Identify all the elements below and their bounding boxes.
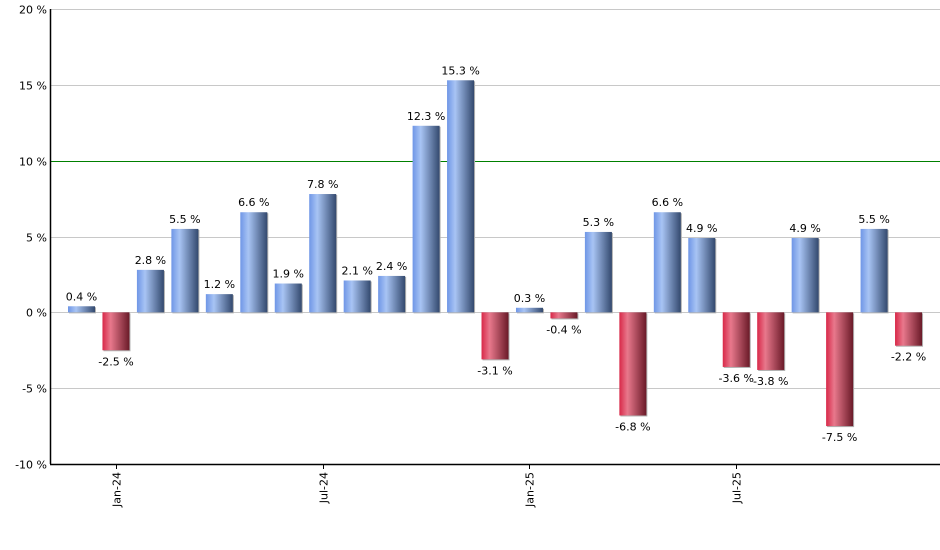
x-tick-label: Jul-24 [318, 472, 331, 504]
bar [619, 312, 647, 416]
value-label: -7.5 % [822, 431, 857, 444]
bar [791, 238, 819, 313]
value-label: 6.6 % [652, 196, 683, 209]
x-tick-label: Jan-25 [524, 472, 537, 508]
bar [515, 307, 543, 313]
value-label: 12.3 % [407, 110, 445, 123]
bar [550, 312, 578, 319]
y-tick-label: -10 % [15, 459, 47, 472]
bar [757, 312, 785, 370]
bar [205, 294, 233, 313]
bar [136, 269, 164, 313]
bar [378, 275, 406, 313]
value-label: 2.4 % [376, 260, 407, 273]
bar [343, 280, 371, 313]
value-label: 4.9 % [789, 222, 820, 235]
y-tick-label: 10 % [19, 156, 47, 169]
value-label: 1.9 % [273, 268, 304, 281]
y-tick-label: 5 % [26, 232, 47, 245]
x-tick-label: Jan-24 [111, 472, 124, 508]
axes: -10 % -5 % 0 % 5 % 10 % 15 % 20 % Jan-24 Jul-24 J… [15, 4, 940, 508]
bar [895, 312, 923, 346]
bar [688, 238, 716, 313]
value-label: -2.2 % [891, 351, 926, 364]
bar [826, 312, 854, 427]
bar [481, 312, 509, 360]
y-tick-label: 15 % [19, 80, 47, 93]
bar [68, 306, 95, 313]
bar [584, 231, 612, 313]
x-tick-label: Jul-25 [731, 472, 744, 504]
value-label: 5.5 % [169, 213, 200, 226]
y-tick-label: 0 % [26, 307, 47, 320]
value-label: -3.1 % [477, 364, 512, 377]
bar [274, 283, 302, 313]
value-label: 1.2 % [204, 278, 235, 291]
value-label: 2.1 % [341, 264, 372, 277]
value-label: 6.6 % [238, 196, 269, 209]
y-tick-label: -5 % [22, 383, 47, 396]
value-label: -3.8 % [753, 375, 788, 388]
value-label: 2.8 % [135, 254, 166, 267]
bars: 0.4 % -2.5 % 2.8 % 5.5 % 1.2 % 6.6 % 1.9 % 7.8 … [66, 64, 926, 444]
bar [102, 312, 130, 351]
value-label: 4.9 % [686, 222, 717, 235]
value-label: 5.3 % [583, 216, 614, 229]
value-label: 15.3 % [441, 64, 479, 77]
bar [171, 228, 199, 313]
bar [240, 212, 268, 313]
y-tick-label: 20 % [19, 4, 47, 17]
bar [653, 212, 681, 313]
value-label: -3.6 % [719, 372, 754, 385]
value-label: 5.5 % [858, 213, 889, 226]
value-label: -0.4 % [546, 323, 581, 336]
value-label: 7.8 % [307, 178, 338, 191]
value-label: 0.4 % [66, 290, 97, 303]
bar [309, 194, 337, 313]
bar [860, 228, 888, 313]
value-label: 0.3 % [514, 292, 545, 305]
bar [447, 80, 475, 313]
bar [412, 125, 440, 313]
value-label: -2.5 % [98, 355, 133, 368]
bar [722, 312, 750, 367]
value-label: -6.8 % [615, 420, 650, 433]
